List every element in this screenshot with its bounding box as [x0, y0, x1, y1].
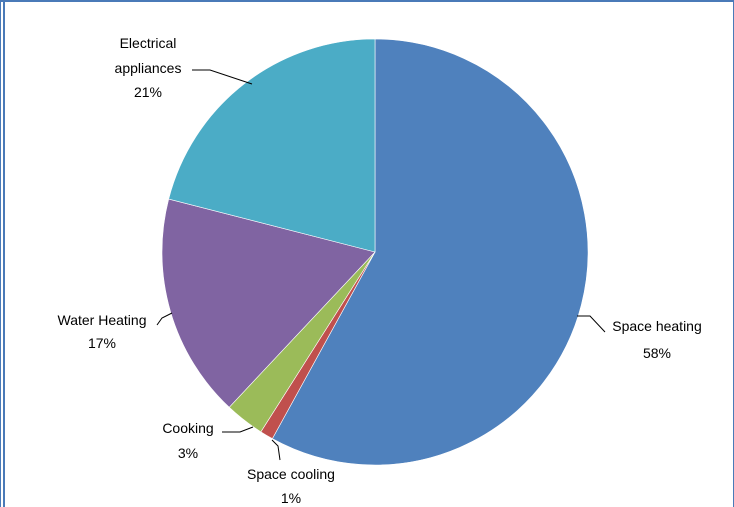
pie-slice-space-heating — [271, 38, 589, 466]
label-space-heating-name: Space heating — [612, 318, 702, 334]
label-space-cooling-name: Space cooling — [247, 466, 335, 482]
leader-space-cooling — [271, 439, 281, 461]
label-water-heating-name: Water Heating — [58, 312, 147, 328]
label-electrical-appliances-line1: Electrical — [120, 35, 177, 51]
leader-cooking — [222, 426, 254, 433]
leader-water-heating — [156, 312, 173, 326]
pie-slice-electrical-appliances — [168, 38, 376, 253]
label-cooking-name: Cooking — [162, 420, 213, 436]
leader-lines — [156, 69, 606, 461]
label-space-cooling-value: 1% — [281, 490, 301, 506]
pie-slice-water-heating — [161, 198, 376, 408]
label-electrical-appliances-line2: appliances — [115, 60, 182, 76]
chart-frame-left-edge — [0, 0, 5, 507]
label-water-heating-value: 17% — [88, 335, 116, 351]
label-cooking-value: 3% — [178, 445, 198, 461]
leader-electrical-appliances — [192, 69, 253, 85]
label-electrical-appliances-value: 21% — [134, 84, 162, 100]
leader-space-heating — [577, 315, 606, 333]
pie-slices — [161, 38, 589, 466]
label-space-heating-value: 58% — [643, 345, 671, 361]
